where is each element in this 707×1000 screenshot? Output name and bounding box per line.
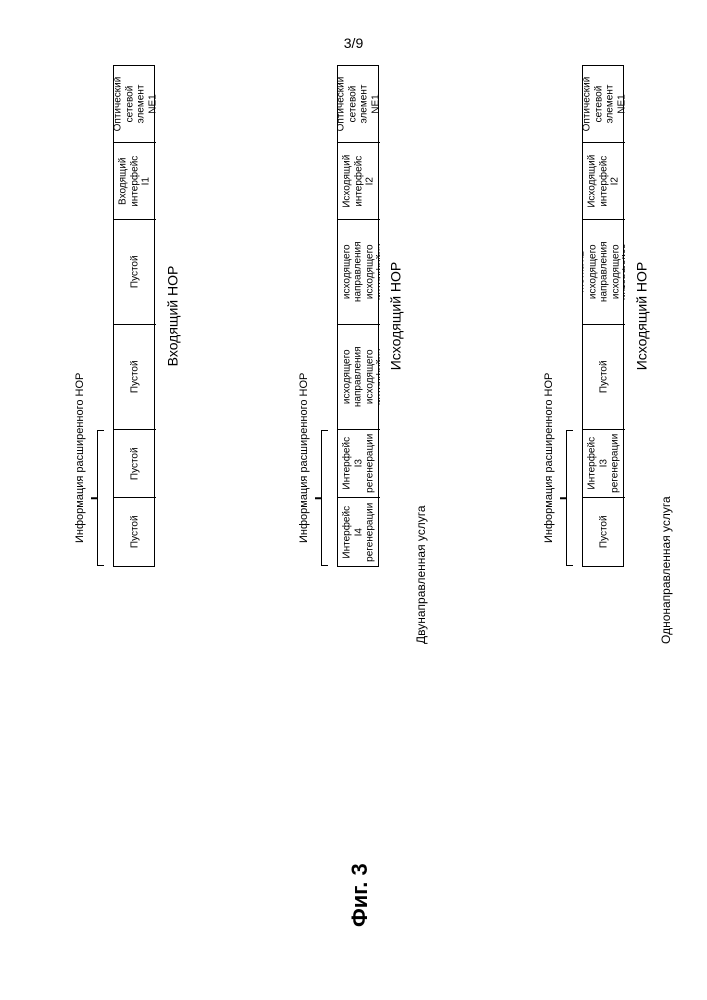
column-header: Входящий HOP [164, 266, 180, 367]
bracket-label: Информация расширенного HOP [298, 453, 310, 543]
column-header: Исходящий HOP [388, 262, 404, 371]
cell: Пустой [598, 356, 610, 398]
bracket-label: Информация расширенного HOP [74, 453, 86, 543]
page-number: 3/9 [344, 35, 363, 51]
bracket-label: Информация расширенного HOP [543, 453, 555, 543]
cell: Интерфейс I3 регенерации [341, 434, 376, 493]
service-type-label: Двунаправленная услуга [414, 630, 428, 644]
cell: Оптический сетевой элемент NE1 [583, 77, 625, 132]
cell: Входящий интерфейс I1 [118, 155, 153, 206]
cell: Метка λ2 исходящего направления исходяще… [338, 347, 380, 408]
cell: Пустой [129, 443, 141, 485]
cell: Интерфейс I4 регенерации [341, 502, 376, 561]
column-header: Исходящий HOP [633, 262, 649, 371]
service-type-label: Однонаправленная услуга [659, 630, 673, 644]
cell: Интерфейс I3 регенерации [587, 434, 622, 493]
cell: Пустой [129, 511, 141, 553]
bracket [566, 430, 573, 566]
cell: Исходящий интерфейс I2 [341, 154, 376, 207]
column-2: Информация расширенного HOP Оптический се… [524, 65, 672, 567]
bracket [321, 430, 328, 566]
cell: Пустой [598, 511, 610, 553]
cell: Пустой [129, 251, 141, 293]
hop-table: Оптический сетевой элемент NE1 Исходящий … [582, 65, 624, 567]
cell: Пустой [129, 356, 141, 398]
bracket [97, 430, 104, 566]
diagram: Информация расширенного HOP Оптический се… [55, 65, 672, 567]
cell: Оптический сетевой элемент NE1 [338, 77, 380, 132]
column-0: Информация расширенного HOP Оптический се… [55, 65, 181, 567]
cell: Метка λ2 исходящего направления исходяще… [583, 242, 625, 303]
column-1: Информация расширенного HOP Оптический се… [279, 65, 427, 567]
hop-table: Оптический сетевой элемент NE1 Исходящий … [337, 65, 379, 567]
hop-table: Оптический сетевой элемент NE1 Входящий и… [113, 65, 155, 567]
figure-label: Фиг. 3 [347, 863, 373, 927]
cell: Метка λ2 исходящего направления исходяще… [338, 242, 380, 303]
cell: Оптический сетевой элемент NE1 [114, 77, 156, 132]
cell: Исходящий интерфейс I2 [587, 154, 622, 207]
